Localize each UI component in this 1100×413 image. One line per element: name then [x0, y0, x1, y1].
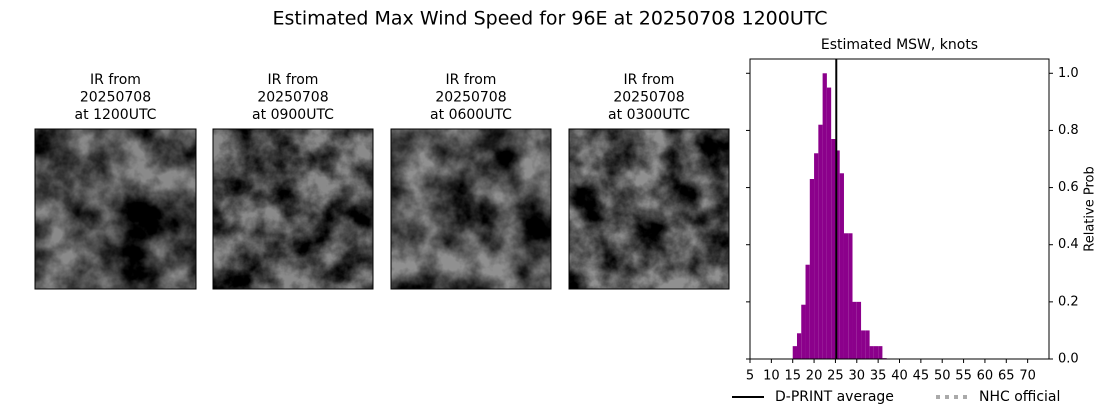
- x-tick-label: 25: [827, 369, 844, 384]
- bar: [852, 301, 857, 359]
- bar: [839, 173, 844, 359]
- bar: [822, 73, 827, 360]
- x-tick-label: 65: [998, 369, 1015, 384]
- bar: [792, 346, 797, 359]
- panel-title: IR from: [90, 72, 141, 88]
- ir-image: [212, 128, 374, 290]
- legend-label: D-PRINT average: [775, 389, 894, 405]
- panel-title: at 0600UTC: [430, 107, 512, 123]
- bar: [865, 330, 870, 359]
- x-tick-label: 35: [870, 369, 887, 384]
- plot-frame: [749, 58, 1050, 360]
- x-tick-label: 55: [955, 369, 972, 384]
- bar: [835, 150, 840, 359]
- y-tick-label: 0.8: [1058, 123, 1079, 138]
- panel-title: IR from: [268, 72, 319, 88]
- x-tick-label: 70: [1019, 369, 1036, 384]
- panel-title: 20250708: [257, 90, 328, 106]
- bar: [856, 301, 862, 359]
- y-tick-label: 0.0: [1058, 352, 1079, 367]
- x-tick-label: 60: [977, 369, 994, 384]
- x-tick-label: 40: [891, 369, 908, 384]
- ir-image: [34, 128, 197, 290]
- bar: [805, 264, 810, 359]
- panel-title: 20250708: [613, 90, 684, 106]
- x-tick-label: 30: [849, 369, 866, 384]
- bar: [869, 346, 874, 359]
- ir-image: [390, 128, 552, 290]
- panel-title: IR from: [446, 72, 497, 88]
- panel-title: at 0300UTC: [608, 107, 690, 123]
- ir-image: [568, 128, 730, 290]
- panel-title: at 0900UTC: [252, 107, 334, 123]
- y-axis-label: Relative Prob: [1083, 166, 1098, 251]
- panel-title: 20250708: [435, 90, 506, 106]
- bar: [878, 346, 883, 359]
- panel-title: 20250708: [80, 90, 151, 106]
- figure-title: Estimated Max Wind Speed for 96E at 2025…: [272, 8, 827, 30]
- bar: [801, 304, 806, 359]
- y-tick-label: 1.0: [1058, 66, 1079, 81]
- panel-title: at 1200UTC: [75, 107, 157, 123]
- x-tick-label: 5: [746, 369, 754, 384]
- bar: [873, 346, 879, 359]
- bar: [796, 333, 802, 359]
- bar: [843, 233, 849, 359]
- bar: [809, 179, 815, 359]
- y-tick-label: 0.2: [1058, 294, 1079, 309]
- x-tick-label: 45: [913, 369, 930, 384]
- y-tick-label: 0.6: [1058, 180, 1079, 195]
- x-tick-label: 15: [784, 369, 801, 384]
- bar: [826, 87, 832, 360]
- y-tick-label: 0.4: [1058, 237, 1079, 252]
- x-tick-label: 50: [934, 369, 951, 384]
- chart-title: Estimated MSW, knots: [821, 37, 978, 53]
- bar: [831, 139, 836, 359]
- bar: [861, 330, 866, 359]
- bar: [848, 233, 853, 359]
- legend-label: NHC official: [979, 389, 1060, 405]
- bar: [814, 153, 819, 359]
- x-tick-label: 10: [763, 369, 780, 384]
- x-tick-label: 20: [806, 369, 823, 384]
- bar: [818, 124, 823, 359]
- panel-title: IR from: [624, 72, 675, 88]
